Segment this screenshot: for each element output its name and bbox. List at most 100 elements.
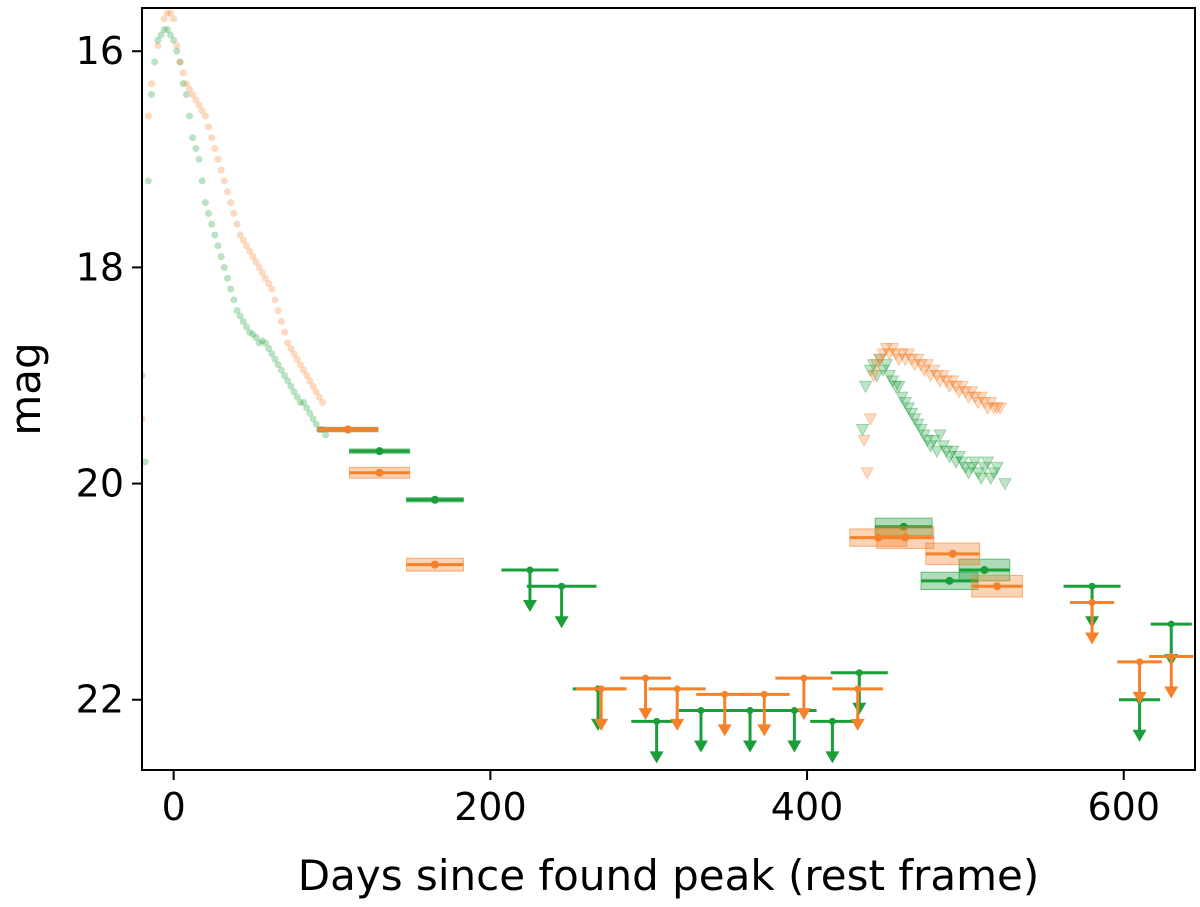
green-data-point	[888, 380, 903, 394]
orange-data-point	[926, 364, 941, 378]
green-data-point	[971, 467, 985, 480]
orange-binned-point	[343, 425, 352, 434]
orange-data-point	[964, 386, 979, 399]
orange-data-point	[980, 402, 995, 415]
green-limit-arrow-head	[522, 600, 537, 613]
orange-data-point	[236, 231, 244, 239]
green-data-point	[990, 461, 1004, 475]
axes-frame	[141, 7, 1196, 771]
orange-data-point	[949, 380, 963, 394]
orange-data-point	[303, 371, 311, 379]
orange-data-point	[243, 242, 251, 250]
orange-data-point	[201, 112, 209, 120]
green-data-point	[306, 409, 314, 417]
orange-data-point	[911, 353, 925, 367]
green-data-point	[930, 445, 944, 459]
orange-limit-arrow-head	[670, 718, 685, 731]
plot-area	[142, 9, 1194, 764]
green-limit-arrow-head	[852, 702, 867, 715]
orange-data-point	[258, 269, 266, 277]
green-data-point	[160, 26, 168, 34]
green-data-point	[230, 296, 238, 304]
green-data-point	[220, 263, 228, 271]
orange-data-point	[920, 359, 935, 372]
orange-limit-arrow-head	[796, 708, 811, 721]
green-data-point	[192, 145, 200, 153]
orange-data-point	[968, 391, 982, 405]
green-data-point	[271, 355, 279, 363]
orange-data-point	[271, 296, 279, 304]
x-tick-label: 600	[1087, 785, 1160, 829]
orange-data-point	[917, 364, 932, 378]
green-data-point	[224, 274, 232, 282]
green-data-point	[869, 369, 884, 383]
orange-data-point	[293, 355, 301, 363]
green-data-point	[917, 429, 932, 442]
orange-data-point	[866, 369, 881, 383]
green-data-point	[312, 420, 320, 428]
orange-data-point	[198, 107, 206, 115]
green-data-point	[246, 328, 254, 336]
orange-data-point	[239, 236, 247, 244]
orange-data-point	[933, 375, 947, 388]
y-axis-label: mag	[1, 342, 50, 435]
orange-data-point	[179, 69, 187, 77]
orange-data-point	[186, 85, 194, 93]
orange-binned-point	[430, 560, 439, 569]
green-data-point	[964, 461, 979, 475]
orange-data-point	[306, 377, 314, 385]
green-data-point	[892, 380, 906, 394]
orange-data-point	[211, 145, 219, 153]
green-data-point	[227, 285, 235, 293]
green-data-point	[287, 382, 295, 390]
orange-data-point	[144, 112, 152, 120]
green-data-point	[949, 456, 963, 470]
green-data-point	[258, 337, 266, 345]
orange-limit-arrow-head	[757, 724, 772, 737]
green-data-point	[933, 429, 947, 442]
orange-data-point	[923, 369, 938, 383]
orange-data-point	[936, 369, 951, 383]
green-data-point	[901, 402, 916, 415]
orange-data-point	[888, 348, 903, 361]
orange-data-point	[249, 253, 257, 261]
orange-data-point	[189, 90, 197, 98]
green-data-point	[926, 434, 941, 448]
orange-limit-arrow-head	[850, 718, 865, 731]
green-data-point	[955, 456, 970, 470]
orange-data-point	[952, 386, 966, 399]
orange-limit-arrow-head	[594, 718, 609, 731]
orange-data-point	[907, 359, 922, 372]
orange-data-point	[220, 177, 228, 185]
orange-data-point	[268, 285, 276, 293]
orange-upper-limits-series	[575, 598, 1194, 737]
green-limit-arrow-head	[787, 740, 802, 753]
orange-data-point	[192, 96, 200, 104]
orange-data-point	[262, 274, 270, 282]
orange-data-point	[300, 366, 308, 374]
green-data-point	[873, 353, 887, 367]
orange-binned-point	[375, 468, 384, 477]
green-limit-arrow-head	[825, 751, 840, 764]
orange-data-point	[977, 397, 992, 410]
orange-data-point	[990, 402, 1004, 415]
green-data-point	[148, 90, 156, 98]
orange-data-point	[876, 348, 890, 361]
orange-data-point	[173, 42, 181, 50]
x-axis-label: Days since found peak (rest frame)	[298, 851, 1039, 900]
orange-data-point	[277, 317, 285, 325]
green-data-point	[290, 388, 298, 396]
orange-data-point	[252, 258, 260, 266]
green-data-point	[284, 377, 292, 385]
orange-data-point	[284, 339, 292, 347]
orange-data-point	[246, 247, 254, 255]
green-data-point	[895, 391, 909, 405]
green-data-point	[170, 36, 178, 44]
orange-data-point	[898, 353, 913, 367]
green-data-point	[983, 472, 998, 486]
green-data-point	[195, 155, 203, 163]
orange-data-point	[224, 188, 232, 196]
green-limit-arrow-head	[743, 740, 758, 753]
orange-data-point	[287, 344, 295, 352]
